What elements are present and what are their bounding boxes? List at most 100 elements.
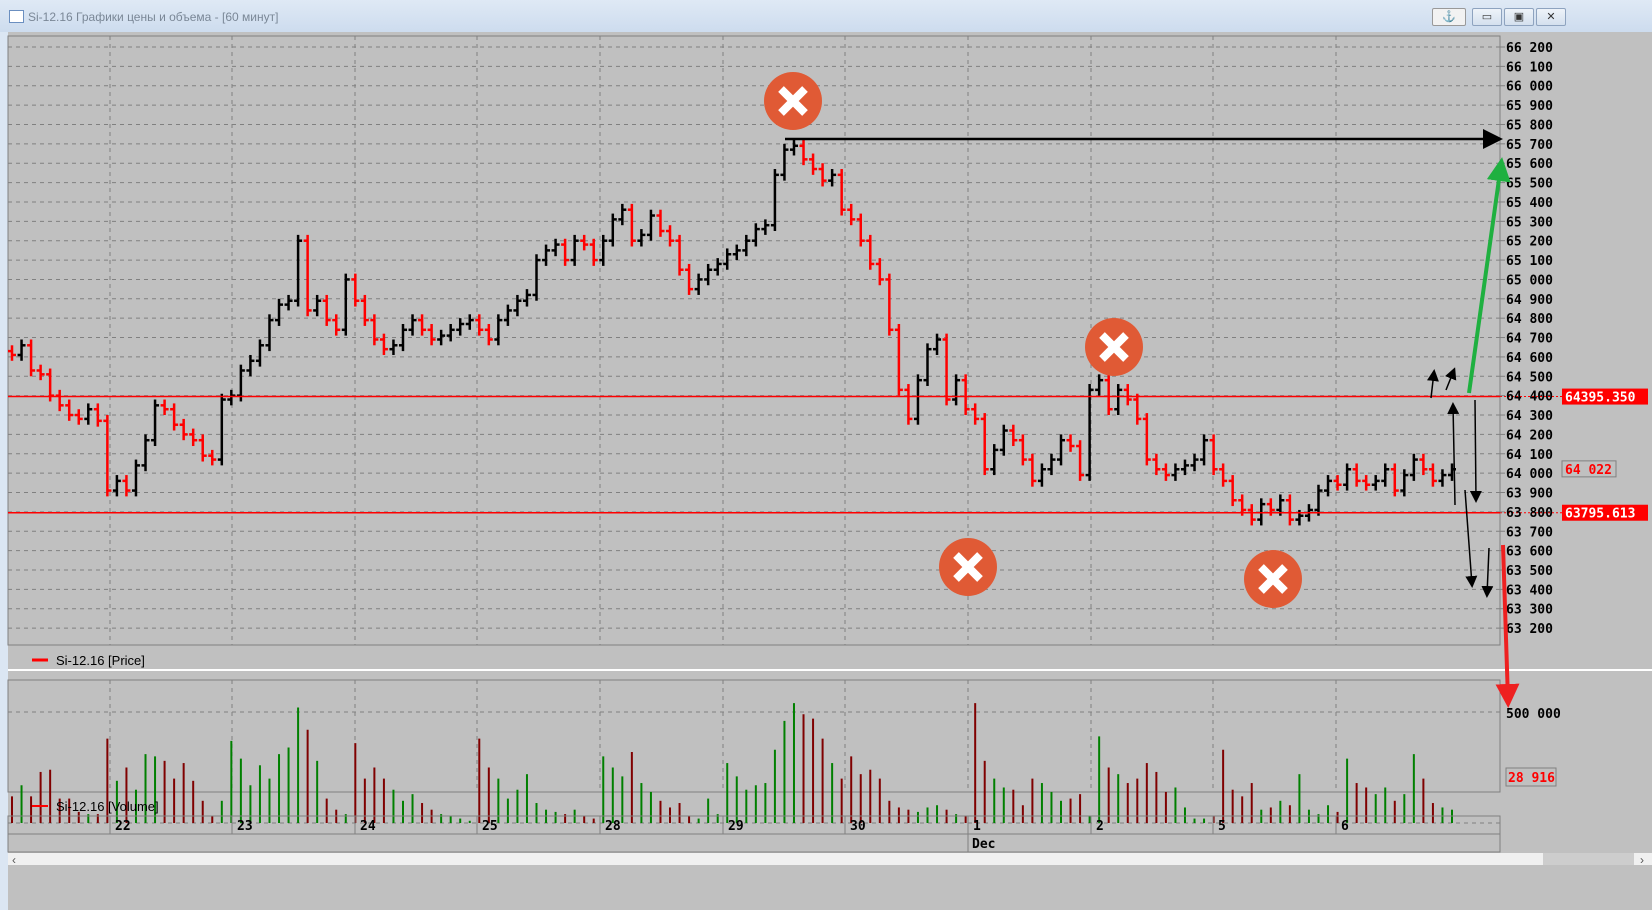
price-bar xyxy=(589,238,598,266)
price-bar xyxy=(1066,434,1075,452)
price-bar xyxy=(1428,463,1437,487)
price-bar xyxy=(446,323,455,342)
price-axis-tick: 63 400 xyxy=(1506,583,1553,598)
price-axis-tick: 65 700 xyxy=(1506,138,1553,153)
close-button[interactable]: ✕ xyxy=(1536,8,1566,26)
down-arrow xyxy=(1464,489,1478,588)
price-bar xyxy=(913,374,922,425)
lower-level-badge xyxy=(1562,504,1648,521)
price-bar xyxy=(332,314,341,336)
price-bar xyxy=(1180,459,1189,476)
scroll-left-icon[interactable]: ‹ xyxy=(12,853,16,867)
price-bar xyxy=(885,273,894,336)
price-bar xyxy=(208,449,217,466)
price-axis-tick: 65 200 xyxy=(1506,235,1553,250)
scrollbar-thumb[interactable] xyxy=(1543,853,1634,865)
price-bar xyxy=(570,234,579,266)
price-axis-tick: 63 300 xyxy=(1506,603,1553,618)
price-bar xyxy=(131,459,140,497)
last-price-box xyxy=(1561,460,1617,478)
price-axis-tick: 64 500 xyxy=(1506,370,1553,385)
price-bar xyxy=(236,364,245,402)
price-bar xyxy=(179,418,188,441)
price-bar xyxy=(1200,434,1209,466)
price-bar xyxy=(389,339,398,355)
x-marker-icon xyxy=(1085,318,1143,376)
price-axis-tick: 63 500 xyxy=(1506,564,1553,579)
upper-level-badge xyxy=(1562,388,1648,405)
price-bar xyxy=(828,169,837,187)
price-bar xyxy=(961,374,970,416)
price-bar xyxy=(1409,453,1418,481)
price-bar xyxy=(1390,463,1399,497)
price-axis-tick: 63 800 xyxy=(1506,506,1553,521)
price-bar xyxy=(847,203,856,226)
day-label: 1 xyxy=(973,819,981,834)
price-bar xyxy=(599,234,608,266)
price-bar xyxy=(55,389,64,412)
price-bar xyxy=(351,273,360,307)
last-price-label: 64 022 xyxy=(1565,463,1612,478)
price-bar xyxy=(1095,374,1104,396)
price-bar xyxy=(246,354,255,377)
price-bar xyxy=(685,263,694,295)
price-bar xyxy=(379,333,388,355)
price-bar xyxy=(408,314,417,336)
price-plot-area[interactable] xyxy=(7,35,1501,646)
day-label: 29 xyxy=(728,819,744,834)
price-bar xyxy=(141,434,150,472)
price-bar xyxy=(475,314,484,336)
price-bar xyxy=(437,329,446,346)
day-label: 24 xyxy=(360,819,376,834)
price-bar xyxy=(694,273,703,295)
price-axis-tick: 64 300 xyxy=(1506,409,1553,424)
lower-level-label: 63795.613 xyxy=(1565,507,1635,522)
price-bar xyxy=(1104,374,1113,416)
price-bar xyxy=(503,304,512,326)
restore-button[interactable]: ▣ xyxy=(1504,8,1534,26)
green-up-arrow xyxy=(1467,157,1511,394)
price-bar xyxy=(618,203,627,226)
price-bar xyxy=(93,403,102,427)
price-bar xyxy=(112,475,121,497)
price-axis-tick: 65 900 xyxy=(1506,99,1553,114)
price-axis-tick: 64 200 xyxy=(1506,428,1553,443)
price-bar xyxy=(217,393,226,466)
anchor-icon[interactable]: ⚓ xyxy=(1432,8,1466,26)
price-bar xyxy=(322,294,331,326)
minimize-button[interactable]: ▭ xyxy=(1472,8,1502,26)
price-bar xyxy=(255,339,264,367)
price-bar xyxy=(732,244,741,261)
price-axis-tick: 64 100 xyxy=(1506,448,1553,463)
day-label: 23 xyxy=(237,819,253,834)
window-title-bar: Si-12.16 Графики цены и объема - [60 мин… xyxy=(0,0,1652,32)
price-bar xyxy=(170,403,179,431)
x-marker-icon xyxy=(939,538,997,596)
price-bar xyxy=(1142,413,1151,466)
price-bar xyxy=(341,273,350,336)
price-bar xyxy=(227,389,236,406)
price-bar xyxy=(751,223,760,247)
price-bar xyxy=(646,209,655,241)
price-bar xyxy=(704,263,713,286)
price-bar xyxy=(1018,434,1027,466)
month-label: Dec xyxy=(972,837,995,852)
price-bar xyxy=(532,254,541,301)
price-bar xyxy=(1209,434,1218,476)
price-bar xyxy=(971,403,980,425)
price-bar xyxy=(84,403,93,425)
scroll-right-icon[interactable]: › xyxy=(1640,853,1644,867)
price-axis-tick: 66 100 xyxy=(1506,60,1553,75)
price-bar xyxy=(561,238,570,266)
price-axis-tick: 65 800 xyxy=(1506,118,1553,133)
price-bar xyxy=(1076,440,1085,481)
price-bar xyxy=(160,399,169,416)
volume-plot-area[interactable] xyxy=(7,679,1501,793)
price-bar xyxy=(275,298,284,326)
horizontal-scrollbar[interactable] xyxy=(8,853,1652,865)
price-axis-tick: 65 100 xyxy=(1506,254,1553,269)
price-bar xyxy=(294,234,303,307)
price-bar xyxy=(742,234,751,257)
price-axis-tick: 65 500 xyxy=(1506,177,1553,192)
